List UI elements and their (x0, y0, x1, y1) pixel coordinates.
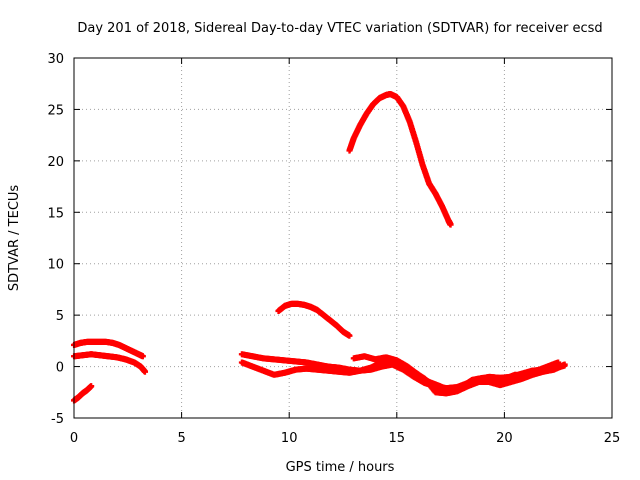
y-tick-label: 25 (47, 103, 64, 118)
data-point (555, 359, 562, 366)
x-tick-label: 25 (604, 431, 621, 446)
series-arc-midday-bump (275, 300, 353, 339)
data-layer (71, 91, 568, 404)
grid-layer (74, 58, 612, 418)
series-arc-early-lower (71, 351, 149, 375)
y-axis-label: SDTVAR / TECUs (7, 185, 22, 292)
y-tick-label: 0 (56, 361, 64, 376)
tick-layer: 0 5 10 15 20 25 -5 0 5 10 15 20 25 30 (47, 52, 620, 446)
y-tick-label: 10 (47, 258, 64, 273)
data-point (88, 383, 95, 390)
y-tick-label: 15 (47, 206, 64, 221)
y-tick-label: -5 (51, 412, 64, 427)
x-axis-label: GPS time / hours (286, 460, 395, 475)
x-tick-label: 5 (177, 431, 185, 446)
series-arc-afternoon-c (350, 353, 562, 395)
data-point (561, 361, 568, 368)
data-point (346, 332, 353, 339)
x-tick-label: 20 (496, 431, 513, 446)
data-point (142, 368, 149, 375)
x-tick-label: 0 (70, 431, 78, 446)
x-tick-label: 10 (281, 431, 298, 446)
y-tick-label: 5 (56, 309, 64, 324)
y-tick-label: 30 (47, 52, 64, 67)
series-arc-peak (346, 91, 454, 228)
x-tick-label: 15 (389, 431, 406, 446)
series-arc-early-low (71, 383, 95, 404)
data-point (139, 353, 146, 360)
chart-title: Day 201 of 2018, Sidereal Day-to-day VTE… (77, 21, 602, 36)
data-point (447, 221, 454, 228)
y-tick-label: 20 (47, 155, 64, 170)
plot-frame (73, 57, 613, 419)
